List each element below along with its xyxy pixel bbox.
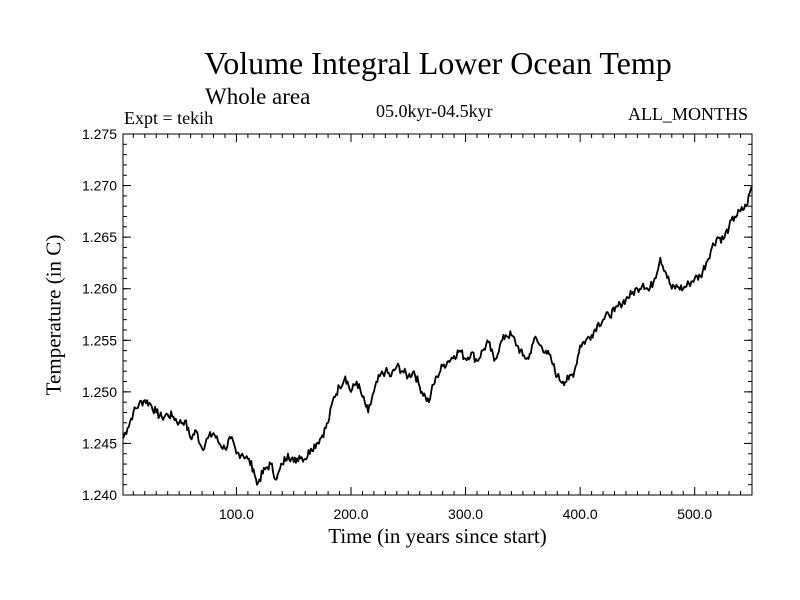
- y-tick-label: 1.250: [82, 384, 117, 400]
- chart-subtitle: Whole area: [205, 84, 311, 109]
- y-tick-label: 1.245: [82, 435, 117, 451]
- experiment-label: Expt = tekih: [124, 108, 214, 128]
- months-label: ALL_MONTHS: [628, 104, 748, 124]
- temperature-series-line: [122, 185, 753, 486]
- y-tick-label: 1.275: [82, 126, 117, 142]
- x-tick-label: 100.0: [219, 506, 254, 522]
- chart-title: Volume Integral Lower Ocean Temp: [204, 45, 672, 81]
- y-tick-label: 1.255: [82, 332, 117, 348]
- y-tick-label: 1.240: [82, 487, 117, 503]
- x-tick-label: 400.0: [563, 506, 598, 522]
- y-tick-label: 1.265: [82, 229, 117, 245]
- x-axis-label: Time (in years since start): [328, 524, 547, 548]
- x-tick-label: 500.0: [677, 506, 712, 522]
- y-tick-label: 1.260: [82, 281, 117, 297]
- x-tick-label: 200.0: [333, 506, 368, 522]
- y-axis-label: Temperature (in C): [41, 234, 66, 396]
- x-tick-label: 300.0: [448, 506, 483, 522]
- axis-tick-labels: 100.0 200.0 300.0 400.0 500.0 1.240 1.245 1.250…: [82, 126, 712, 522]
- plot-frame: [122, 133, 753, 496]
- y-tick-label: 1.270: [82, 178, 117, 194]
- period-label: 05.0kyr-04.5kyr: [376, 101, 493, 121]
